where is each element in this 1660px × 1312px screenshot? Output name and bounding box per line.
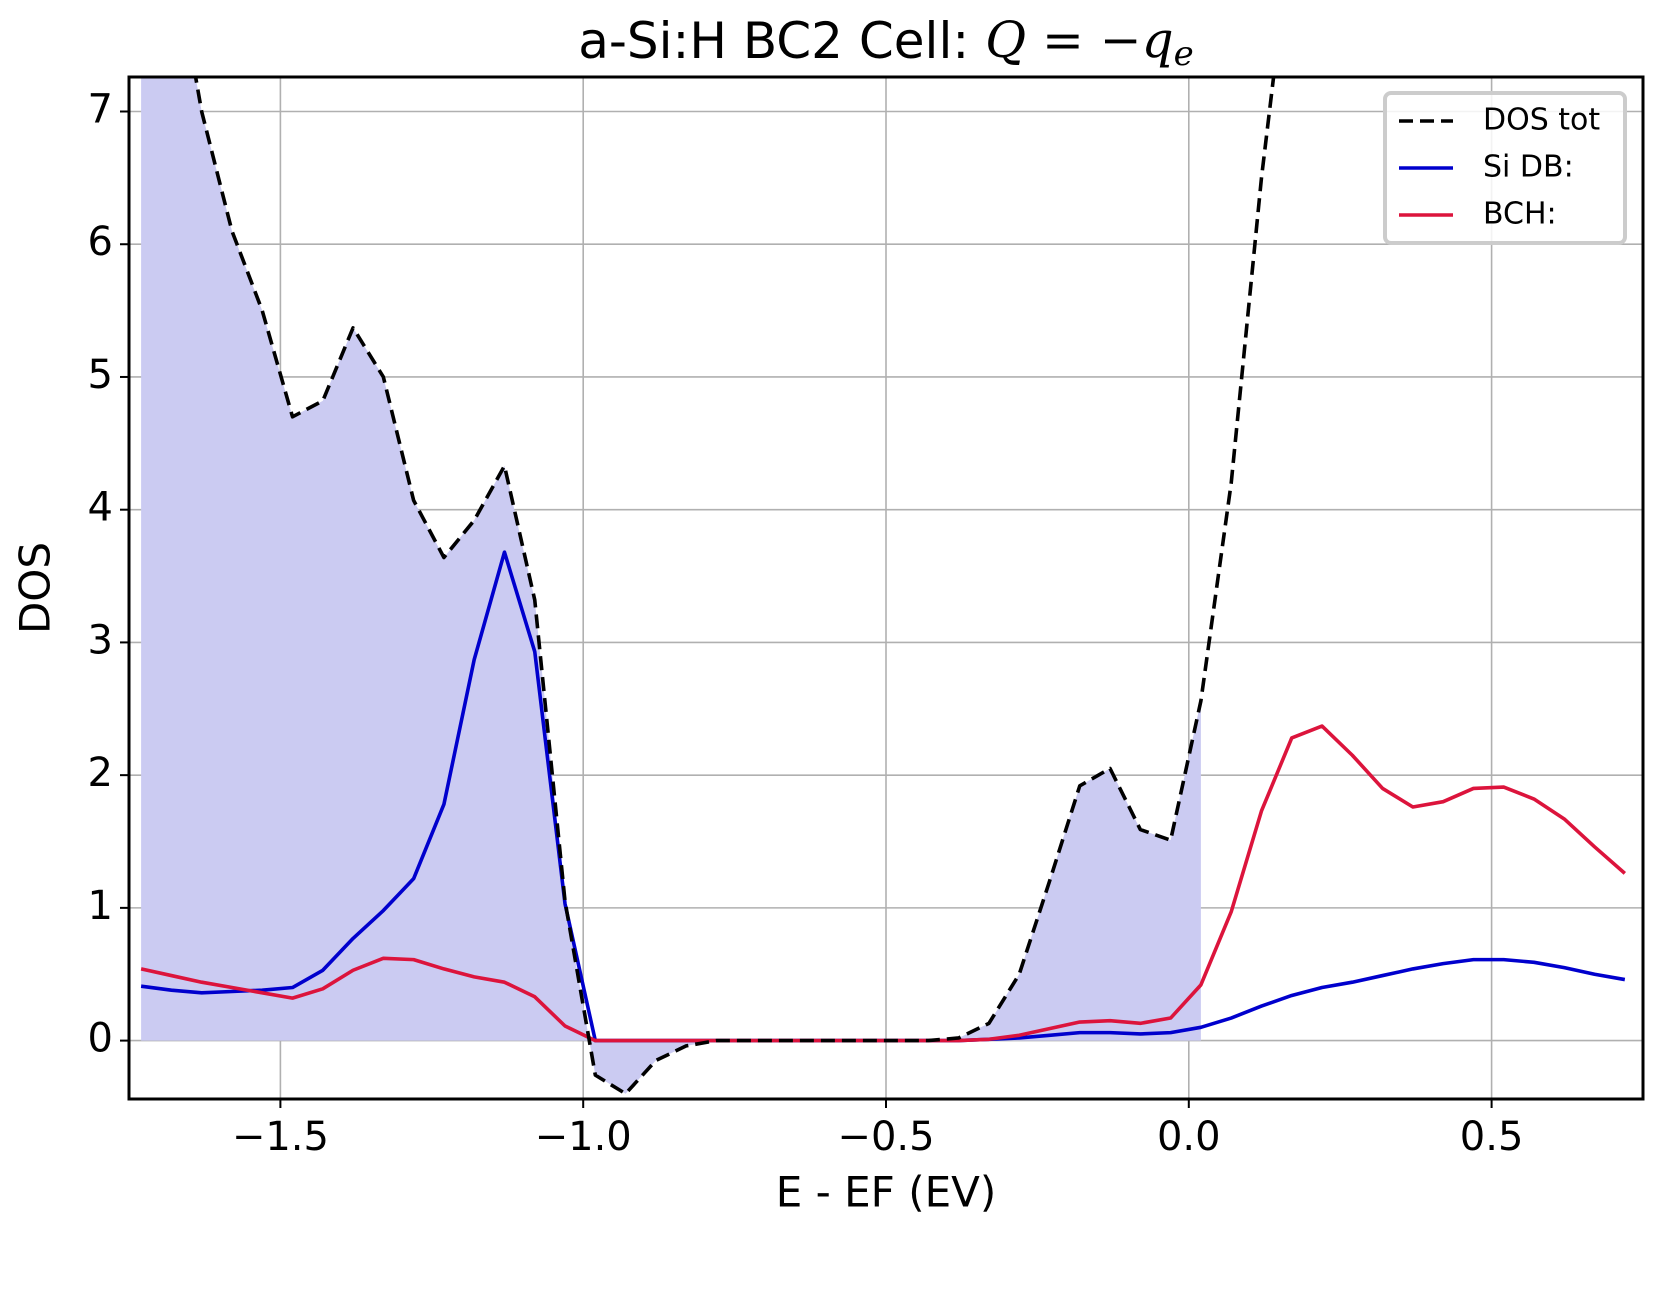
y-tick-label: 7 — [88, 87, 113, 133]
plot-area — [140, 77, 1627, 1096]
x-axis-label: E - EF (EV) — [776, 1168, 996, 1217]
y-tick-label: 3 — [88, 617, 113, 663]
x-tick-label: −1.5 — [232, 1114, 329, 1160]
title-text: a-Si:H BC2 Cell: — [578, 12, 969, 70]
series-line — [193, 77, 1276, 1096]
chart-title: a-Si:H BC2 Cell: Q = −qe — [578, 11, 1194, 74]
y-tick-label: 4 — [88, 485, 113, 531]
y-tick-label: 5 — [88, 352, 113, 398]
y-tick-label: 6 — [88, 219, 113, 265]
legend-label: BCH: — [1483, 197, 1557, 232]
fill-area — [141, 77, 1201, 1094]
legend-box — [1383, 91, 1627, 245]
title-subscript: e — [1174, 34, 1194, 74]
y-tick-label: 1 — [88, 883, 113, 929]
x-tick-label: 0.5 — [1460, 1114, 1524, 1160]
x-tick-label: −0.5 — [837, 1114, 934, 1160]
y-axis-label: DOS — [11, 542, 60, 634]
x-tick-label: 0.0 — [1157, 1114, 1221, 1160]
legend-label: DOS tot — [1483, 103, 1600, 138]
plot-frame — [127, 75, 1645, 1101]
legend-label: Si DB: — [1483, 150, 1574, 185]
y-tick-label: 0 — [88, 1016, 113, 1062]
x-tick-label: −1.0 — [535, 1114, 632, 1160]
y-tick-label: 2 — [88, 750, 113, 796]
series-line — [140, 724, 1627, 1043]
title-math: Q = −q — [985, 11, 1174, 69]
